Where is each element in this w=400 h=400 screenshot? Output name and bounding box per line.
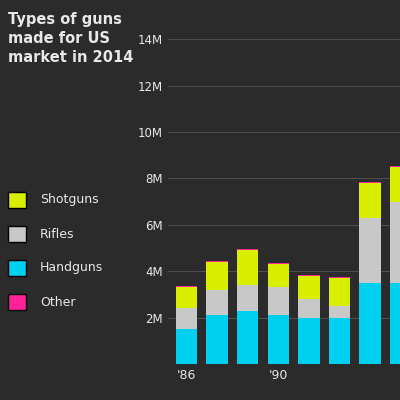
Text: Types of guns
made for US
market in 2014: Types of guns made for US market in 2014 xyxy=(8,12,133,65)
Bar xyxy=(329,278,350,306)
Bar xyxy=(329,277,350,278)
Text: Shotguns: Shotguns xyxy=(40,194,99,206)
Bar xyxy=(268,264,289,288)
Text: Handguns: Handguns xyxy=(40,262,103,274)
Bar xyxy=(359,283,381,364)
Bar xyxy=(206,261,228,262)
Bar xyxy=(298,318,320,364)
Bar xyxy=(206,315,228,364)
Bar xyxy=(206,262,228,290)
Bar xyxy=(206,290,228,315)
Bar xyxy=(176,286,197,288)
Text: Rifles: Rifles xyxy=(40,228,74,240)
Bar xyxy=(329,306,350,318)
Bar xyxy=(176,329,197,364)
Bar xyxy=(237,249,258,250)
Bar xyxy=(329,318,350,364)
Bar xyxy=(176,288,197,308)
Bar xyxy=(298,299,320,318)
Bar xyxy=(268,263,289,264)
Bar xyxy=(237,311,258,364)
Bar xyxy=(176,308,197,329)
Bar xyxy=(237,250,258,285)
Bar xyxy=(390,166,400,167)
Bar xyxy=(237,285,258,311)
Bar xyxy=(298,276,320,299)
Bar xyxy=(268,315,289,364)
Bar xyxy=(298,275,320,276)
Bar xyxy=(390,167,400,202)
Bar xyxy=(390,202,400,283)
Bar xyxy=(359,182,381,183)
Bar xyxy=(390,283,400,364)
Bar xyxy=(359,218,381,283)
Bar xyxy=(268,288,289,315)
Text: Other: Other xyxy=(40,296,76,308)
Bar xyxy=(359,183,381,218)
